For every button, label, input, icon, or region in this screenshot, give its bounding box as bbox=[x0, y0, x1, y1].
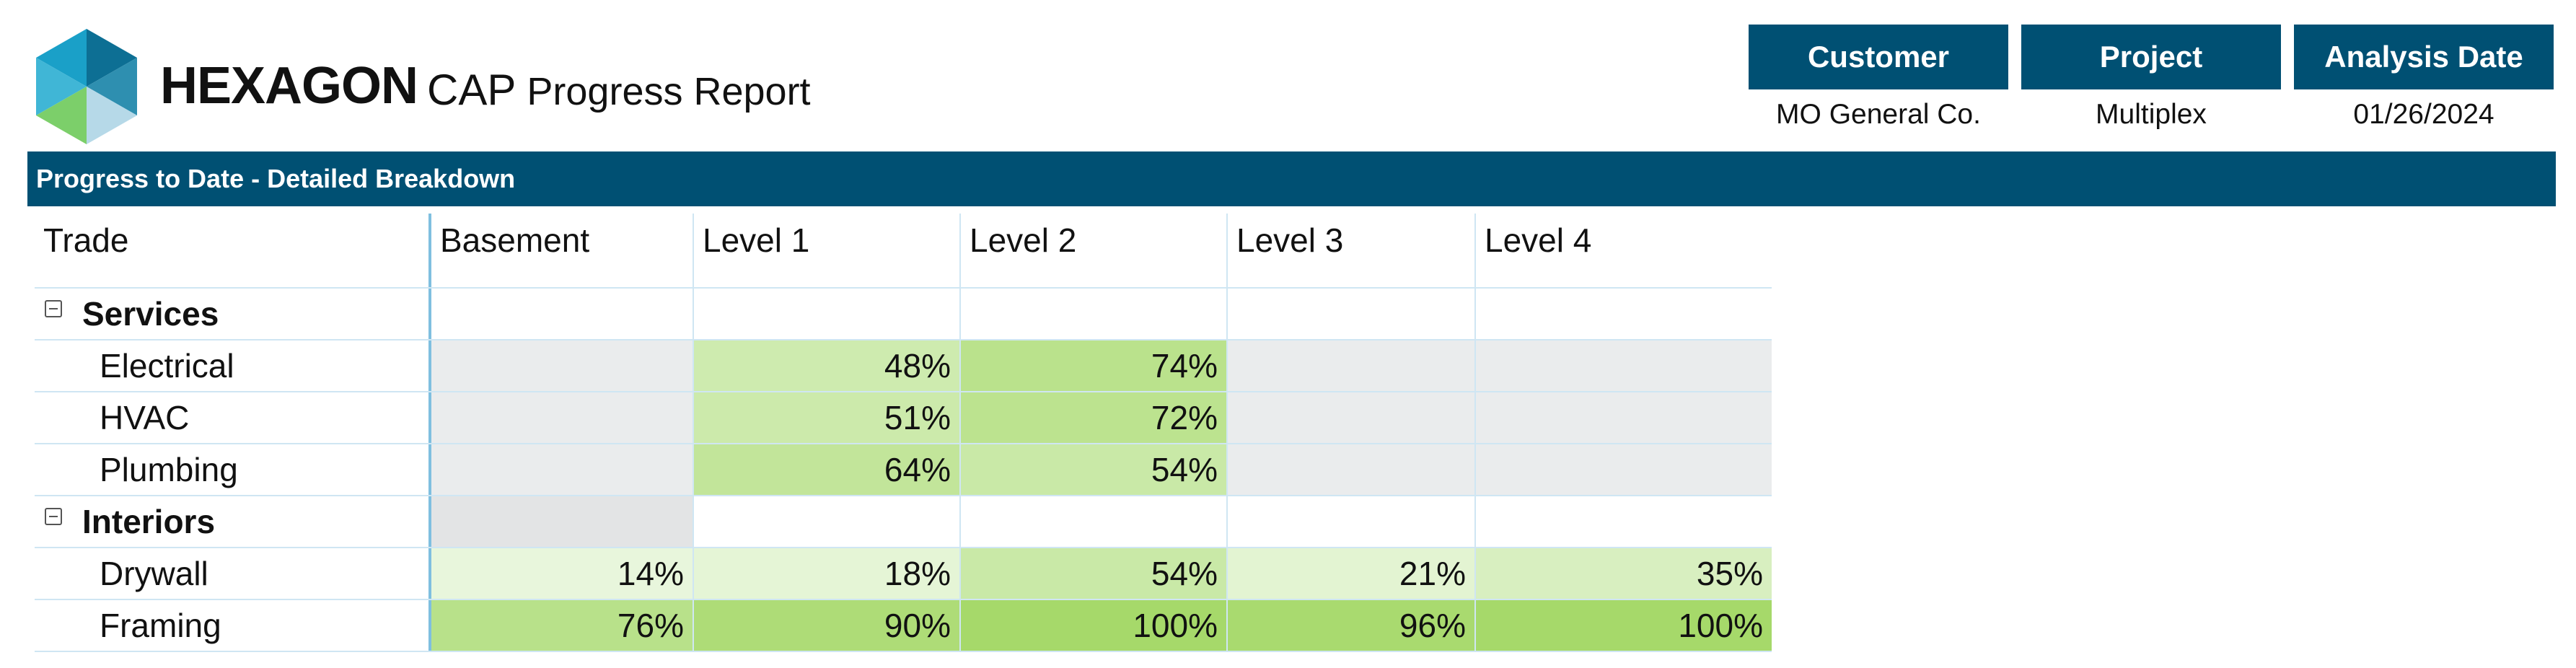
value-cell: 54% bbox=[961, 548, 1228, 599]
table-row: Drywall 14% 18% 54% 21% 35% bbox=[35, 548, 1772, 600]
group-name: Interiors bbox=[82, 503, 216, 540]
value-cell: 21% bbox=[1228, 548, 1476, 599]
column-header-level-3[interactable]: Level 3 bbox=[1228, 214, 1476, 287]
info-project-value: Multiplex bbox=[2096, 99, 2207, 130]
info-project-label: Project bbox=[2021, 25, 2281, 89]
report-title: CAP Progress Report bbox=[427, 65, 811, 115]
info-project: Project Multiplex bbox=[2021, 25, 2281, 140]
trade-label: Plumbing bbox=[35, 444, 431, 495]
trade-label: Framing bbox=[35, 600, 431, 651]
value-cell: 100% bbox=[1476, 600, 1772, 651]
value-cell: 72% bbox=[961, 392, 1228, 443]
value-cell: 35% bbox=[1476, 548, 1772, 599]
info-analysis-date-value: 01/26/2024 bbox=[2353, 99, 2494, 130]
info-customer: Customer MO General Co. bbox=[1749, 25, 2008, 140]
table-row: Framing 76% 90% 100% 96% 100% bbox=[35, 600, 1772, 652]
group-row-services: Services bbox=[35, 289, 1772, 340]
table-header-row: Trade Basement Level 1 Level 2 Level 3 L… bbox=[35, 214, 1772, 289]
info-customer-label: Customer bbox=[1749, 25, 2008, 89]
group-cell bbox=[431, 496, 694, 547]
group-label-services[interactable]: Services bbox=[35, 289, 431, 339]
value-cell bbox=[431, 340, 694, 391]
collapse-minus-icon[interactable] bbox=[45, 300, 62, 317]
group-cell bbox=[694, 289, 961, 339]
value-cell: 96% bbox=[1228, 600, 1476, 651]
progress-grid: Trade Basement Level 1 Level 2 Level 3 L… bbox=[35, 214, 1772, 652]
trade-label: Drywall bbox=[35, 548, 431, 599]
group-cell bbox=[961, 289, 1228, 339]
section-banner: Progress to Date - Detailed Breakdown bbox=[27, 151, 2556, 206]
column-header-level-1[interactable]: Level 1 bbox=[694, 214, 961, 287]
group-row-interiors: Interiors bbox=[35, 496, 1772, 548]
collapse-minus-icon[interactable] bbox=[45, 508, 62, 525]
table-row: Electrical 48% 74% bbox=[35, 340, 1772, 392]
value-cell: 74% bbox=[961, 340, 1228, 391]
info-analysis-date: Analysis Date 01/26/2024 bbox=[2294, 25, 2554, 140]
value-cell bbox=[1476, 340, 1772, 391]
info-customer-value: MO General Co. bbox=[1776, 99, 1981, 130]
value-cell: 48% bbox=[694, 340, 961, 391]
group-cell bbox=[1476, 289, 1772, 339]
group-cell bbox=[1476, 496, 1772, 547]
column-header-level-4[interactable]: Level 4 bbox=[1485, 221, 1592, 259]
value-cell: 76% bbox=[431, 600, 694, 651]
group-cell bbox=[961, 496, 1228, 547]
group-cell bbox=[1228, 289, 1476, 339]
value-cell bbox=[431, 444, 694, 495]
value-cell bbox=[431, 392, 694, 443]
value-cell bbox=[1228, 444, 1476, 495]
value-cell: 90% bbox=[694, 600, 961, 651]
column-header-trade[interactable]: Trade bbox=[35, 214, 431, 287]
table-row: Plumbing 64% 54% bbox=[35, 444, 1772, 496]
value-cell bbox=[1228, 340, 1476, 391]
trade-label: Electrical bbox=[35, 340, 431, 391]
title-prefix: CAP bbox=[427, 66, 516, 114]
group-name: Services bbox=[82, 295, 219, 333]
value-cell: 51% bbox=[694, 392, 961, 443]
group-cell bbox=[431, 289, 694, 339]
value-cell bbox=[1476, 444, 1772, 495]
value-cell bbox=[1228, 392, 1476, 443]
trade-label: HVAC bbox=[35, 392, 431, 443]
brand-name: HEXAGON bbox=[160, 57, 418, 115]
title-rest: Progress Report bbox=[527, 70, 811, 113]
value-cell: 54% bbox=[961, 444, 1228, 495]
group-label-interiors[interactable]: Interiors bbox=[35, 496, 431, 547]
value-cell: 18% bbox=[694, 548, 961, 599]
info-analysis-date-label: Analysis Date bbox=[2294, 25, 2554, 89]
table-row: HVAC 51% 72% bbox=[35, 392, 1772, 444]
hexagon-logo-icon bbox=[36, 29, 137, 144]
group-cell bbox=[1228, 496, 1476, 547]
group-cell bbox=[694, 496, 961, 547]
value-cell: 100% bbox=[961, 600, 1228, 651]
value-cell bbox=[1476, 392, 1772, 443]
value-cell: 64% bbox=[694, 444, 961, 495]
column-header-basement[interactable]: Basement bbox=[431, 214, 694, 287]
column-header-level-2[interactable]: Level 2 bbox=[961, 214, 1228, 287]
value-cell: 14% bbox=[431, 548, 694, 599]
